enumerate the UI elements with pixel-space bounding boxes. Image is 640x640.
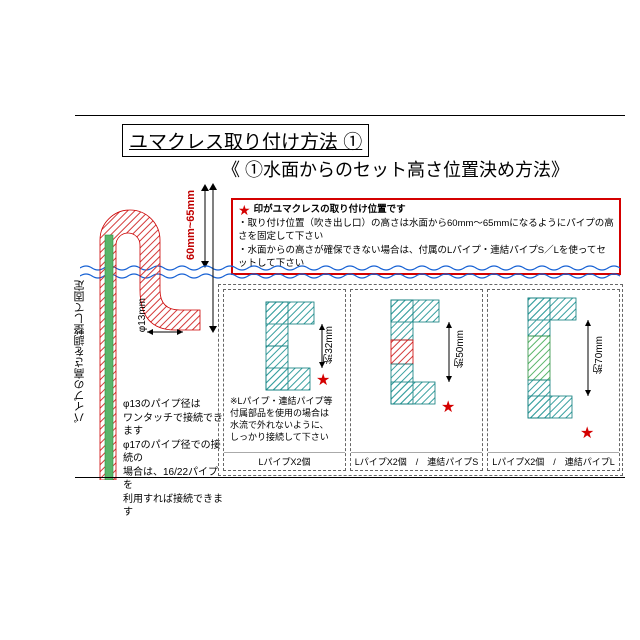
config-2: ★ 約50mm LパイプX2個 / 連結パイプS <box>350 289 483 471</box>
bottom-border <box>75 477 625 478</box>
subtitle: 《 ①水面からのセット高さ位置決め方法》 <box>222 156 569 182</box>
title: ユマクレス取り付け方法 ① <box>122 124 369 157</box>
config-area: ★ 約32mm ※Lパイプ・連結パイプ等 付属部品を使用の場合は 水流で外れない… <box>218 284 623 476</box>
info-line1: ・取り付け位置（吹き出し口）の高さは水面から60mm～65mmになるようにパイプ… <box>238 217 614 244</box>
config2-label: LパイプX2個 / 連結パイプS <box>351 452 482 468</box>
svg-text:★: ★ <box>441 399 455 416</box>
left-note: φ13のパイプ径は ワンタッチで接続できます φ17のパイプ径での接続の 場合は… <box>123 398 223 520</box>
svg-text:★: ★ <box>316 372 330 389</box>
config-3: ★ 約70mm LパイプX2個 / 連結パイプL <box>487 289 620 471</box>
star-icon: ★ <box>238 203 251 217</box>
config3-label: LパイプX2個 / 連結パイプL <box>488 452 619 468</box>
config1-label: LパイプX2個 <box>224 452 345 468</box>
config3-height: 約70mm <box>592 336 607 374</box>
outlet-height-arrow <box>210 184 216 332</box>
config-1: ★ 約32mm ※Lパイプ・連結パイプ等 付属部品を使用の場合は 水流で外れない… <box>223 289 346 471</box>
config1-height: 約32mm <box>322 326 337 364</box>
side-label: パイプの高さを調整して固定 <box>72 280 88 423</box>
config-note: ※Lパイプ・連結パイプ等 付属部品を使用の場合は 水流で外れないように、 しっか… <box>230 395 342 444</box>
config2-height: 約50mm <box>453 330 468 368</box>
dia-arrow <box>145 327 185 337</box>
top-border <box>75 115 625 116</box>
info-head: 印がユマクレスの取り付け位置です <box>254 203 406 216</box>
svg-text:★: ★ <box>580 425 594 442</box>
